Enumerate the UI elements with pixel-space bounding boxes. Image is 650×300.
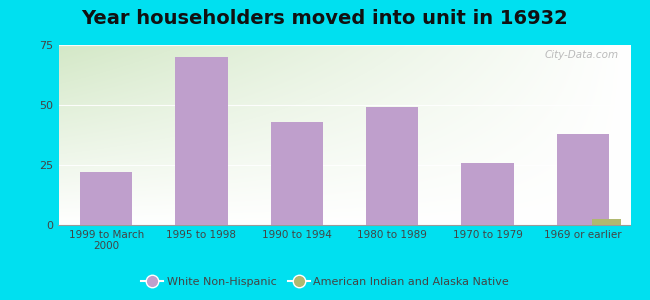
Bar	[556, 134, 609, 225]
Bar	[462, 163, 514, 225]
Text: Year householders moved into unit in 16932: Year householders moved into unit in 169…	[82, 9, 568, 28]
Bar	[176, 57, 227, 225]
Text: City-Data.com: City-Data.com	[545, 50, 619, 60]
Legend: White Non-Hispanic, American Indian and Alaska Native: White Non-Hispanic, American Indian and …	[136, 273, 514, 291]
Bar	[270, 122, 323, 225]
Bar	[366, 107, 419, 225]
Bar	[592, 219, 621, 225]
Bar	[80, 172, 133, 225]
